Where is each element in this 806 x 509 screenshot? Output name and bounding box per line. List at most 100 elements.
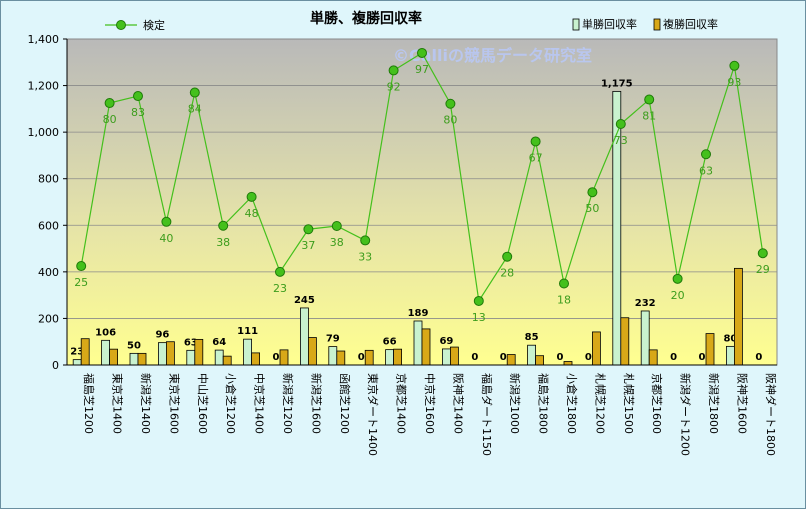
data-label-tansho: 232	[635, 298, 656, 309]
kentei-point	[644, 94, 655, 105]
x-tick-label: 京都芝1400	[395, 373, 409, 434]
data-label-tansho: 0	[585, 352, 592, 363]
bar-tansho	[527, 344, 536, 366]
legend-line-marker	[116, 20, 126, 30]
bar-tansho	[243, 338, 253, 366]
y-tick-label: 1,200	[28, 80, 60, 93]
kentei-label: 20	[671, 289, 685, 302]
y-tick-label: 0	[52, 359, 59, 372]
bar-fukusho	[620, 317, 630, 366]
data-label-tansho: 66	[383, 337, 397, 348]
y-tick-label: 1,000	[28, 126, 60, 139]
kentei-point	[218, 220, 229, 231]
kentei-point	[161, 216, 172, 227]
kentei-label: 84	[188, 103, 202, 116]
x-tick-label: 新潟芝1600	[309, 373, 323, 434]
bar-fukusho	[449, 346, 459, 366]
data-label-tansho: 80	[723, 333, 737, 344]
kentei-label: 92	[387, 80, 401, 93]
x-tick-label: 小倉芝1800	[565, 373, 579, 434]
watermark: ©Calliの競馬データ研究室	[393, 46, 592, 65]
x-tick-label: 阪神芝1600	[735, 373, 749, 434]
legend-label-kentei: 検定	[143, 18, 165, 32]
bar-tansho	[726, 345, 735, 366]
data-label-tansho: 23	[70, 347, 84, 358]
bar-fukusho	[251, 352, 261, 366]
chart-title: 単勝、複勝回収率	[310, 10, 422, 27]
kentei-label: 80	[103, 113, 117, 126]
kentei-point	[757, 248, 768, 259]
kentei-point	[417, 47, 427, 58]
kentei-label: 48	[245, 207, 259, 220]
data-label-tansho: 69	[439, 336, 453, 347]
bar-fukusho	[364, 349, 374, 366]
bar-tansho	[129, 352, 139, 366]
kentei-point	[729, 60, 740, 71]
data-label-tansho: 0	[358, 352, 365, 363]
kentei-label: 97	[415, 63, 429, 76]
data-label-tansho: 64	[212, 337, 226, 348]
kentei-label: 38	[216, 236, 230, 249]
x-tick-label: 札幌芝1200	[593, 373, 607, 434]
legend-label-tansho: 単勝回収率	[582, 17, 637, 31]
bar-fukusho	[137, 352, 147, 366]
bar-fukusho	[563, 361, 573, 366]
x-tick-label: 福島芝1200	[82, 373, 96, 434]
y-axis: 0 200 400 600 800 1,000 1,200 1,400	[28, 33, 67, 372]
bar-tansho	[72, 359, 82, 366]
kentei-label: 80	[443, 114, 457, 127]
kentei-label: 18	[557, 294, 571, 307]
kentei-point	[530, 136, 541, 147]
kentei-label: 63	[699, 164, 713, 177]
data-label-tansho: 0	[699, 352, 706, 363]
data-label-tansho: 1,175	[601, 78, 633, 89]
bar-fukusho	[80, 338, 90, 366]
kentei-point	[331, 220, 342, 231]
data-label-tansho: 79	[326, 334, 340, 345]
bar-tansho	[413, 320, 423, 366]
kentei-label: 93	[727, 76, 741, 89]
data-label-tansho: 0	[557, 352, 564, 363]
kentei-label: 13	[472, 311, 486, 324]
bar-fukusho	[705, 333, 715, 366]
x-tick-label: 札幌芝1500	[622, 373, 636, 434]
bar-tansho	[101, 339, 110, 366]
data-label-tansho: 0	[670, 352, 677, 363]
kentei-label: 29	[756, 263, 770, 276]
kentei-point	[672, 273, 683, 284]
x-tick-label: 福島芝1800	[537, 373, 551, 434]
kentei-point	[104, 98, 115, 109]
kentei-label: 33	[358, 250, 372, 263]
y-tick-label: 1,400	[28, 33, 60, 46]
bar-fukusho	[535, 355, 544, 366]
kentei-point	[502, 251, 513, 262]
bar-tansho	[441, 348, 451, 366]
data-label-tansho: 0	[500, 352, 507, 363]
bar-fukusho	[307, 337, 317, 366]
x-tick-label: 新潟芝1200	[281, 373, 295, 434]
bar-series: 23 106 50 96 63 64 111 0 245 79 0 66 189 69 0 0 85 0 0 1,17…	[70, 78, 762, 366]
bar-tansho	[157, 342, 167, 366]
bar-tansho	[214, 349, 224, 366]
kentei-point	[133, 91, 143, 102]
kentei-label: 38	[330, 236, 344, 249]
kentei-point	[275, 266, 285, 277]
bar-fukusho	[734, 267, 743, 366]
kentei-point	[246, 191, 257, 202]
kentei-point	[473, 295, 484, 306]
x-tick-label: 東京芝1600	[167, 373, 181, 434]
x-tick-label: 新潟ダート1200	[679, 373, 693, 456]
x-tick-label: 中京芝1400	[253, 373, 267, 434]
x-tick-label: 新潟芝1800	[707, 373, 721, 434]
data-label-tansho: 111	[237, 326, 258, 337]
legend-label-fukusho: 複勝回収率	[663, 17, 718, 31]
y-tick-label: 400	[38, 266, 59, 279]
kentei-point	[303, 224, 314, 235]
x-tick-label: 中京芝1600	[423, 373, 437, 434]
data-label-tansho: 0	[755, 352, 762, 363]
x-tick-label: 新潟芝1000	[508, 373, 522, 434]
x-tick-label: 中山芝1600	[196, 373, 209, 434]
bar-tansho	[385, 349, 395, 366]
